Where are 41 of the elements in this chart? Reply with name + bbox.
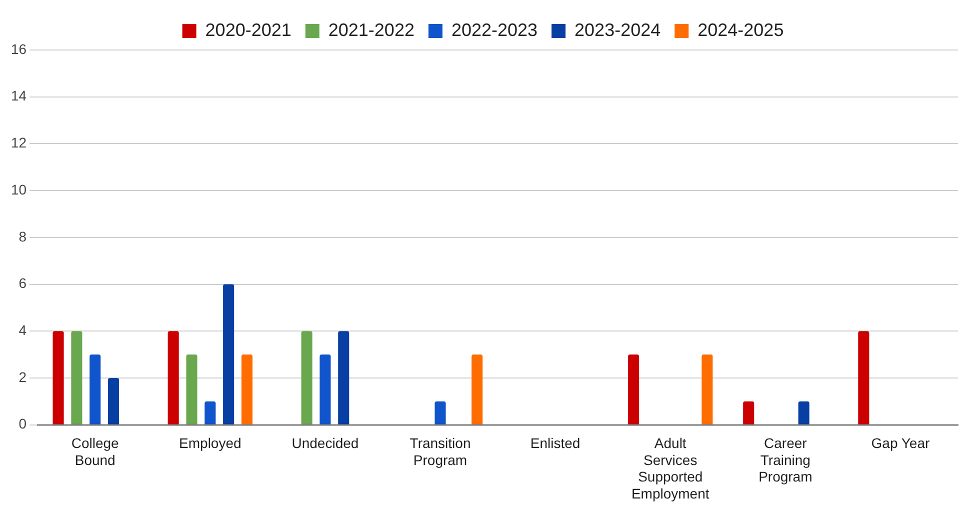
- legend-label: 2021-2022: [328, 20, 414, 40]
- y-tick-label: 14: [10, 88, 27, 104]
- bar: [52, 331, 64, 424]
- legend-label: 2022-2023: [451, 20, 538, 40]
- y-tick-label: 6: [18, 275, 27, 292]
- y-tick-label: 16: [10, 40, 27, 57]
- y-tick-label: 4: [18, 322, 27, 338]
- bar: [108, 378, 120, 424]
- bar: [301, 331, 312, 424]
- x-tick-label: Transition Program: [410, 435, 471, 468]
- bar: [71, 331, 82, 424]
- bar: [472, 354, 483, 424]
- x-tick-label: Undecided: [292, 435, 359, 452]
- bar: [702, 354, 713, 424]
- bar: [320, 354, 331, 424]
- x-tick-label: Adult Services Supported Employment: [631, 435, 710, 502]
- bar: [168, 331, 179, 424]
- y-tick-label: 2: [18, 368, 27, 385]
- y-tick-label: 12: [10, 134, 27, 151]
- y-tick-label: 8: [18, 228, 27, 244]
- legend-label: 2020-2021: [205, 20, 292, 40]
- bar: [338, 331, 350, 424]
- x-tick-label: Enlisted: [530, 435, 580, 452]
- y-tick-label: 0: [18, 416, 27, 432]
- bar: [798, 401, 810, 424]
- bar: [90, 354, 101, 424]
- x-tick-label: College Bound: [71, 435, 120, 468]
- bar: [223, 284, 234, 424]
- bar: [628, 354, 640, 424]
- x-tick-label: Career Training Program: [758, 435, 812, 485]
- x-tick-label: Gap Year: [871, 435, 930, 452]
- bar: [743, 401, 754, 424]
- bar: [186, 354, 198, 424]
- legend-label: 2024-2025: [698, 20, 784, 40]
- bar: [241, 354, 252, 424]
- bar: [204, 401, 216, 424]
- bar: [434, 401, 446, 424]
- legend-label: 2023-2024: [574, 20, 661, 40]
- bar: [858, 331, 870, 424]
- y-tick-label: 10: [10, 181, 27, 198]
- x-tick-label: Employed: [179, 435, 242, 452]
